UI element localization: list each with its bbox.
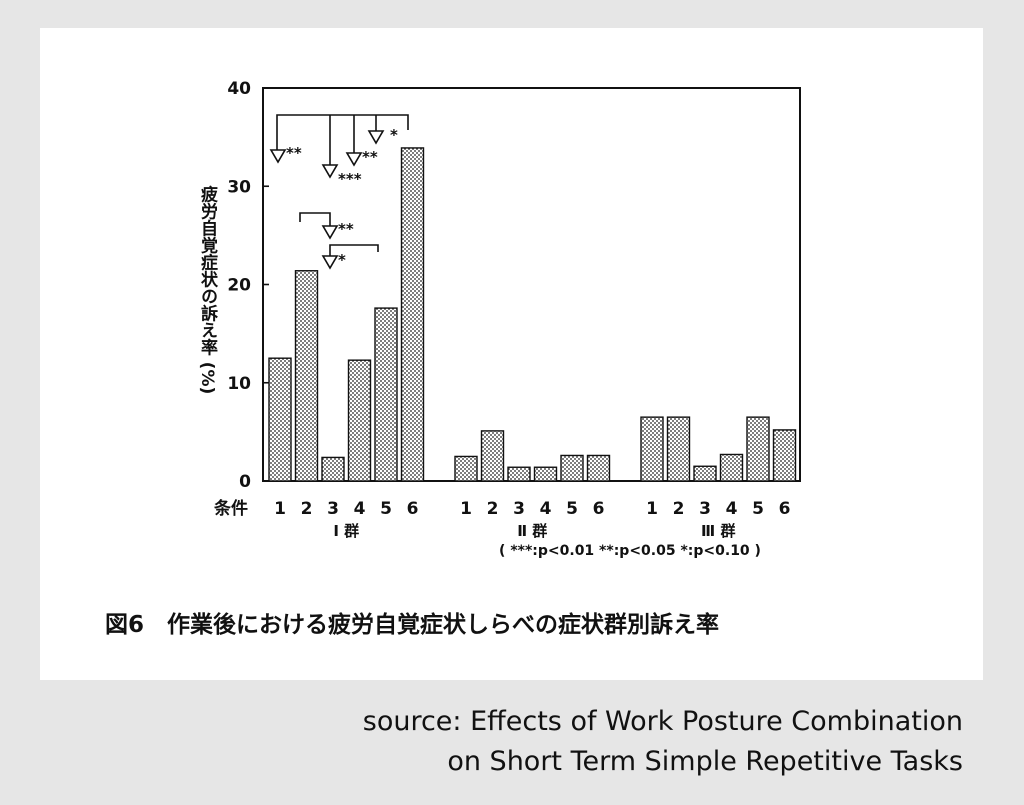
bar [746,416,770,482]
bar [480,430,505,482]
bar [693,465,717,482]
significance: * [338,251,346,269]
bar [400,147,425,482]
x-tick-label: 6 [593,499,605,519]
x-tick-label: 5 [752,499,764,519]
y-axis-label: 疲労自覚症状の訴え率 (%) [197,185,218,395]
bar [374,307,398,482]
bar [560,454,584,482]
x-tick-label: 6 [407,499,419,519]
bar [772,429,797,482]
source: source: Effects of Work Posture Combinat… [363,706,963,737]
x-tick-label: 1 [646,499,658,519]
y-tick-label: 10 [227,374,251,394]
y-tick-label: 40 [227,79,251,99]
x-tick-label: 4 [354,499,366,519]
significance-brackets [269,114,409,270]
bar [640,416,664,482]
bar [533,466,558,482]
bar [347,359,372,482]
x-tick-label: 2 [301,499,313,519]
bar [586,454,611,482]
significance: ** [362,148,378,166]
bar [666,416,691,482]
x-tick-label: 2 [673,499,685,519]
significance: * [390,126,398,144]
y-tick-label: 0 [239,472,251,492]
bar [719,453,744,482]
chart-title: 図6 作業後における疲労自覚症状しらべの症状群別訴え率 [105,611,719,638]
x-tick-label: 1 [460,499,472,519]
x-tick-label: 5 [380,499,392,519]
significance: ** [338,220,354,238]
bar [321,456,345,482]
source: on Short Term Simple Repetitive Tasks [447,746,963,777]
note: ( ***:p<0.01 **:p<0.05 *:p<0.10 ) [499,543,761,559]
significance: *** [338,170,362,188]
x-tick-label: 2 [487,499,499,519]
bar [507,466,531,482]
bar [454,455,478,482]
x-tick-label: 3 [513,499,525,519]
x-tick-label: 4 [540,499,552,519]
group-label: Ⅰ 群 [333,522,359,540]
x-tick-label: 4 [726,499,738,519]
y-tick-label: 20 [227,276,251,296]
x-tick-label: 3 [699,499,711,519]
bar [294,270,319,482]
x-tick-label: 5 [566,499,578,519]
group-label: Ⅲ 群 [701,522,735,540]
significance: ** [286,144,302,162]
group-label: Ⅱ 群 [517,522,547,540]
y-tick-label: 30 [227,177,251,197]
x-tick-label: 6 [779,499,791,519]
bar [268,357,292,482]
x-tick-label: 3 [327,499,339,519]
panel [40,28,983,680]
x-tick-label: 1 [274,499,286,519]
x-axis-label: 条件 [213,498,248,519]
